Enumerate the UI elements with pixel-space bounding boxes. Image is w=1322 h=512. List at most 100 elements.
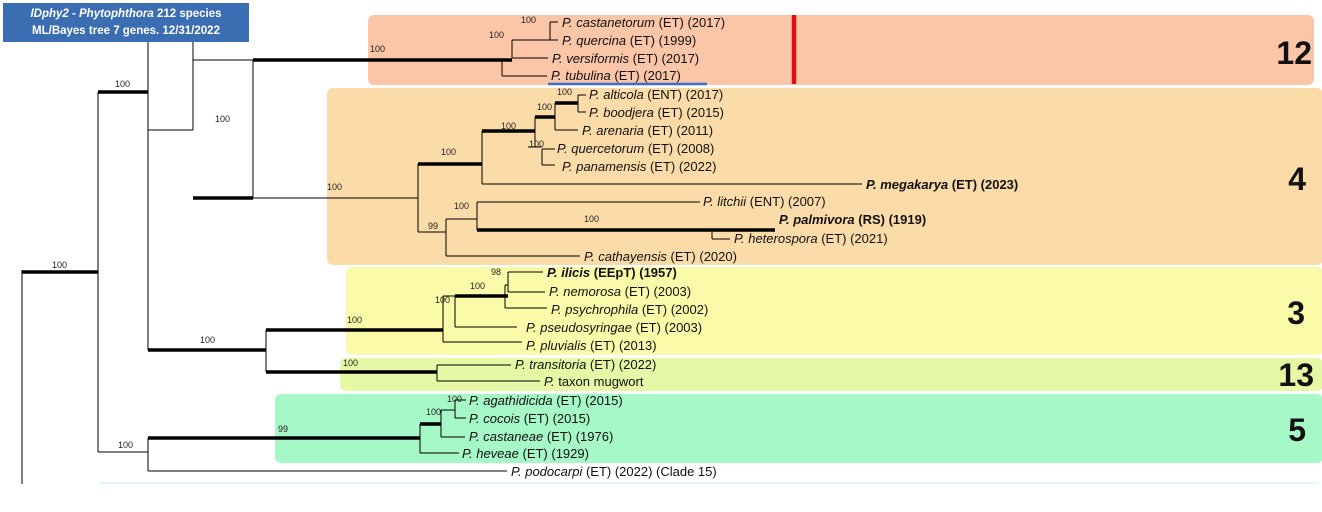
genus-abbrev: P. <box>584 249 598 264</box>
bootstrap-value: 100 <box>347 315 362 325</box>
taxon-megakarya: P. megakarya (ET) (2023) <box>866 177 1018 192</box>
species-name: castanetorum <box>576 15 655 30</box>
genus-abbrev: P. <box>515 357 529 372</box>
genus-abbrev: P. <box>562 33 576 48</box>
bootstrap-value: 100 <box>521 15 536 25</box>
species-name: alticola <box>603 87 643 102</box>
genus-abbrev: P. <box>557 141 571 156</box>
taxon-versiformis: P. versiformis (ET) (2017) <box>552 51 699 66</box>
bootstrap-value: 100 <box>537 102 552 112</box>
genus-abbrev: P. <box>734 231 748 246</box>
species-name: nemorosa <box>563 284 621 299</box>
genus-abbrev: P. <box>552 51 566 66</box>
bootstrap-value: 100 <box>435 295 450 305</box>
bootstrap-value: 99 <box>428 221 438 231</box>
species-name: heterospora <box>748 231 817 246</box>
bootstrap-value: 100 <box>454 201 469 211</box>
title-line-1: IDphy2 - Phytophthora 212 species <box>3 3 249 23</box>
clade-box-4 <box>327 88 1322 265</box>
taxon-castanetorum: P. castanetorum (ET) (2017) <box>562 15 725 30</box>
title-genus: Phytophthora <box>79 8 154 20</box>
bootstrap-value: 100 <box>584 214 599 224</box>
taxon-detail: (ET) (2015) <box>553 393 623 408</box>
taxon-castaneae: P. castaneae (ET) (1976) <box>469 429 613 444</box>
bootstrap-value: 99 <box>278 424 288 434</box>
species-name: arenaria <box>596 123 644 138</box>
bootstrap-value: 100 <box>115 79 130 89</box>
species-name: heveae <box>476 446 519 461</box>
taxon-detail: (ET) (2003) <box>632 320 702 335</box>
taxon-detail: (ET) (2017) <box>611 68 681 83</box>
genus-abbrev: P. <box>551 302 565 317</box>
taxon-detail: (ET) (2003) <box>621 284 691 299</box>
taxon-detail: (ENT) (2017) <box>644 87 723 102</box>
bootstrap-value: 100 <box>489 30 504 40</box>
genus-abbrev: P. <box>562 159 576 174</box>
genus-abbrev: P. <box>589 87 603 102</box>
species-name: podocarpi <box>524 464 583 479</box>
bootstrap-value: 98 <box>491 267 501 277</box>
taxon-detail: (ET) (2011) <box>644 123 713 138</box>
species-name: psychrophila <box>564 302 638 317</box>
species-name: castaneae <box>483 429 543 444</box>
species-name: transitoria <box>529 357 586 372</box>
title-line-2: ML/Bayes tree 7 genes. 12/31/2022 <box>32 25 220 37</box>
taxon-detail: (ET) (2015) <box>520 411 590 426</box>
title-box: IDphy2 - Phytophthora 212 species ML/Bay… <box>3 3 249 42</box>
taxon-quercina: P. quercina (ET) (1999) <box>562 33 696 48</box>
genus-abbrev: P. <box>549 284 563 299</box>
genus-abbrev: P. <box>526 338 540 353</box>
species-name: cocois <box>483 411 520 426</box>
taxon-boodjera: P. boodjera (ET) (2015) <box>589 105 724 120</box>
bootstrap-value: 100 <box>501 121 516 131</box>
taxon-panamensis: P. panamensis (ET) (2022) <box>562 159 716 174</box>
clade-label-12: 12 <box>1276 35 1312 71</box>
taxon-cocois: P. cocois (ET) (2015) <box>469 411 590 426</box>
taxon-litchii: P. litchii (ENT) (2007) <box>703 194 826 209</box>
genus-abbrev: P. <box>582 123 596 138</box>
taxon-agathidicida: P. agathidicida (ET) (2015) <box>469 393 623 408</box>
taxon-transitoria: P. transitoria (ET) (2022) <box>515 357 656 372</box>
bootstrap-value: 100 <box>343 358 358 368</box>
species-name: palmivora <box>792 212 854 227</box>
species-name: pluvialis <box>539 338 587 353</box>
bootstrap-value: 100 <box>470 281 485 291</box>
genus-abbrev: P. <box>544 374 558 389</box>
taxon-detail: (ET) (2022) (Clade 15) <box>582 464 716 479</box>
taxon-detail: (ET) (2022) <box>586 357 656 372</box>
clade-label-5: 5 <box>1288 412 1306 448</box>
clade-label-13: 13 <box>1278 357 1314 393</box>
clade-label-3: 3 <box>1287 295 1305 331</box>
species-name: quercina <box>576 33 626 48</box>
taxon-detail: (ET) (2015) <box>654 105 724 120</box>
taxon-detail: (ET) (2002) <box>638 302 708 317</box>
taxon-taxon-mugwort: P. taxon mugwort <box>544 374 644 389</box>
taxon-detail: (ET) (2022) <box>646 159 716 174</box>
genus-abbrev: P. <box>779 212 793 227</box>
bootstrap-value: 100 <box>52 260 67 270</box>
taxon-alticola: P. alticola (ENT) (2017) <box>589 87 723 102</box>
genus-abbrev: P. <box>469 411 483 426</box>
taxon-detail: (ET) (2008) <box>644 141 714 156</box>
bootstrap-value: 100 <box>370 44 385 54</box>
bootstrap-value: 100 <box>426 407 441 417</box>
species-name: panamensis <box>575 159 647 174</box>
taxon-pluvialis: P. pluvialis (ET) (2013) <box>526 338 657 353</box>
taxon-quercetorum: P. quercetorum (ET) (2008) <box>557 141 714 156</box>
taxon-pseudosyringae: P. pseudosyringae (ET) (2003) <box>526 320 702 335</box>
clade-box-5 <box>275 394 1322 463</box>
genus-abbrev: P. <box>547 265 561 280</box>
taxon-detail: (ET) (1976) <box>543 429 613 444</box>
title-id: IDphy2 <box>30 8 69 20</box>
species-name: agathidicida <box>483 393 552 408</box>
species-name: megakarya <box>880 177 948 192</box>
title-species-count: 212 species <box>153 8 222 20</box>
bootstrap-value: 100 <box>529 139 544 149</box>
taxon-detail: (ENT) (2007) <box>746 194 825 209</box>
bootstrap-value: 100 <box>118 440 133 450</box>
taxon-detail: taxon mugwort <box>558 374 644 389</box>
species-name: ilicis <box>561 265 590 280</box>
genus-abbrev: P. <box>469 393 483 408</box>
taxon-detail: (ET) (2017) <box>629 51 699 66</box>
